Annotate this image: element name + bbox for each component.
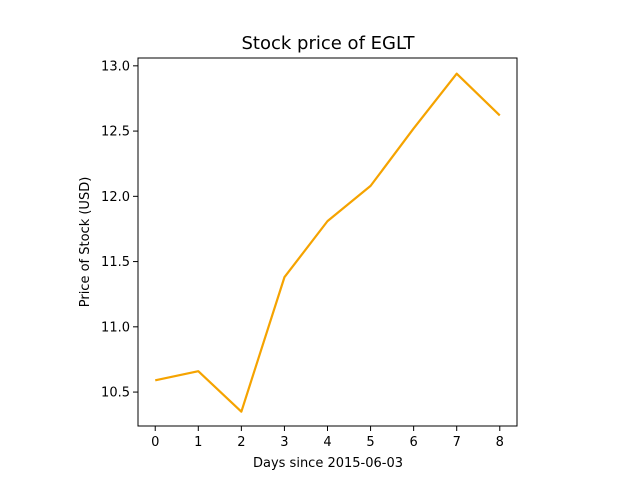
x-tick-label: 0 — [151, 435, 159, 450]
y-tick-label: 11.5 — [101, 255, 130, 270]
x-tick-label: 8 — [496, 435, 504, 450]
chart-title: Stock price of EGLT — [242, 33, 416, 54]
series-line-0 — [155, 72, 501, 413]
x-axis-label: Days since 2015-06-03 — [253, 456, 403, 471]
y-tick-label: 12.0 — [101, 190, 130, 205]
y-tick-label: 13.0 — [101, 59, 130, 74]
y-tick-label: 10.5 — [101, 386, 130, 401]
y-tick-label: 12.5 — [101, 125, 130, 140]
x-tick-label: 1 — [194, 435, 202, 450]
x-tick-label: 6 — [409, 435, 417, 450]
x-tick-label: 7 — [453, 435, 461, 450]
x-tick-label: 3 — [280, 435, 288, 450]
x-tick-label: 4 — [323, 435, 331, 450]
y-tick-label: 11.0 — [101, 320, 130, 335]
y-axis-label: Price of Stock (USD) — [78, 177, 93, 308]
plot-area: 0 1 2 3 4 5 6 7 8 10.5 11.0 11.5 12.0 12.5 13.0 — [101, 57, 518, 450]
x-tick-label: 5 — [366, 435, 374, 450]
x-tick-label: 2 — [237, 435, 245, 450]
